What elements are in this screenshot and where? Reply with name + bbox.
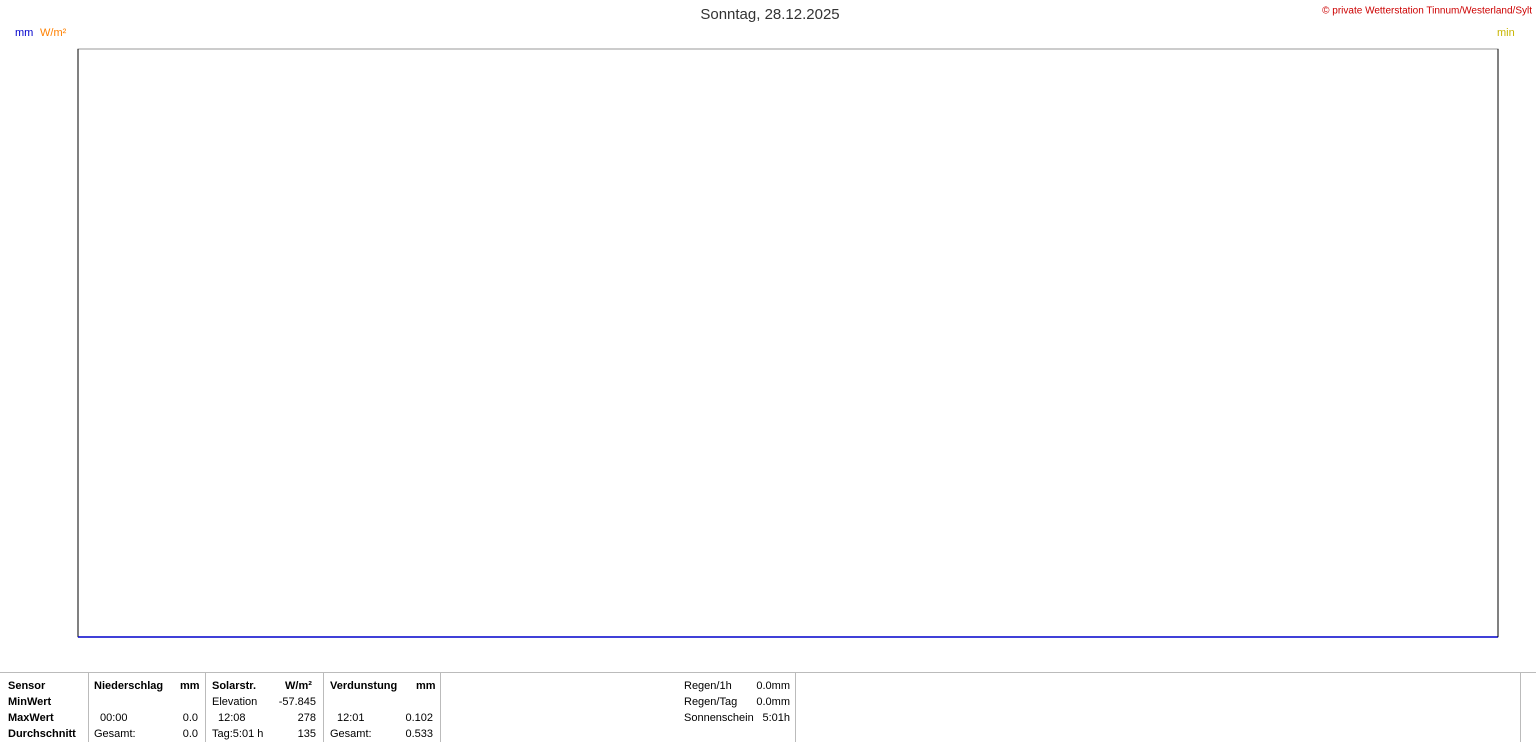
stats-cell: 135 [297,728,316,740]
stats-cell: 0.0 [182,728,198,740]
chart-title: Sonntag, 28.12.2025 [700,6,839,23]
info-value: 0.0mm [756,696,790,708]
stats-header: Niederschlag [94,680,164,692]
stats-cell: 0.0 [182,712,198,724]
info-label: Regen/Tag [684,696,738,708]
info-value: 0.0mm [756,680,790,692]
stats-header: Sensor [8,680,46,692]
stats-cell: -57.845 [278,696,316,708]
y-axis-unit: mm [15,27,33,39]
stats-cell: 278 [297,712,316,724]
copyright: © private Wetterstation Tinnum/Westerlan… [1322,6,1532,17]
stats-panel: Sensor Niederschlag mm Solarstr. W/m² Ve… [0,672,1536,742]
stats-cell: Gesamt: [330,728,372,740]
y2-axis-unit: W/m² [40,27,67,39]
stats-header: W/m² [285,680,312,692]
stats-cell: Gesamt: [94,728,136,740]
plot-frame [77,48,1499,638]
stats-header: Verdunstung [330,680,398,692]
info-label: Sonnenschein [684,712,754,724]
stats-cell: 0.102 [405,712,433,724]
stats-cell: 0.533 [405,728,433,740]
stats-header: mm [416,680,436,692]
stats-header: mm [180,680,200,692]
stats-cell: Elevation [212,696,258,708]
stats-cell: Tag:5:01 h [212,728,264,740]
stats-cell: 12:08 [218,712,246,724]
stats-cell: 12:01 [337,712,365,724]
stats-row-label: MinWert [8,696,52,708]
stats-row-label: MaxWert [8,712,54,724]
stats-row-label: Durchschnitt [8,728,76,740]
y3-axis-unit: min [1497,27,1515,39]
info-label: Regen/1h [684,680,732,692]
stats-cell: 00:00 [100,712,128,724]
stats-header: Solarstr. [212,680,257,692]
chart: Sonntag, 28.12.2025 © private Wetterstat… [15,6,1532,638]
info-value: 5:01h [762,712,790,724]
